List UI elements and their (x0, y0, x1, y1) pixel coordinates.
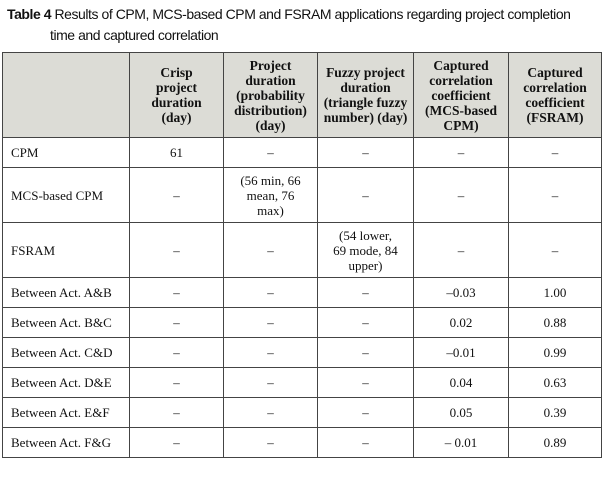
table-cell: – (223, 397, 318, 428)
table-cell: – (508, 137, 602, 168)
table-cell: – (129, 167, 224, 223)
row-label: Between Act. B&C (2, 307, 130, 338)
table-row: Between Act. E&F – – –0.05 0.39 (2, 397, 602, 428)
table-cell: 0.02 (413, 307, 509, 338)
table-cell: – (129, 427, 224, 458)
row-label: FSRAM (2, 222, 130, 278)
table-cell: 0.05 (413, 397, 509, 428)
table-cell: 0.89 (508, 427, 602, 458)
results-table: Crisp project duration (day) Project dur… (2, 52, 602, 458)
row-label: Between Act. C&D (2, 337, 130, 368)
table-cell: – (223, 337, 318, 368)
table-cell: – (223, 307, 318, 338)
table-row: Between Act. D&E – – –0.04 0.63 (2, 367, 602, 398)
table-cell: – (129, 337, 224, 368)
table-cell: – (129, 307, 224, 338)
table-row: MCS-based CPM – (56 min, 66 mean, 76 max) –… (2, 167, 602, 223)
caption-line-1: Table 4 Results of CPM, MCS-based CPM an… (7, 4, 602, 25)
row-label: Between Act. F&G (2, 427, 130, 458)
header-cell: Project duration (probability distributi… (223, 52, 318, 138)
header-cell: Captured correlation coefficient (FSRAM) (508, 52, 602, 138)
table-cell: 0.63 (508, 367, 602, 398)
table-cell: 0.39 (508, 397, 602, 428)
table-cell: 0.99 (508, 337, 602, 368)
table-cell: – 0.01 (413, 427, 509, 458)
table-cell: – (317, 307, 414, 338)
header-cell: Fuzzy project duration (triangle fuzzy n… (317, 52, 414, 138)
table-cell: – (129, 277, 224, 308)
caption-text: Results of CPM, MCS-based CPM and FSRAM … (54, 6, 571, 22)
table-cell: – (129, 367, 224, 398)
table-cell: – (129, 397, 224, 428)
table-row: Between Act. F&G – – – – 0.01 0.89 (2, 427, 602, 458)
table-cell: – (413, 222, 509, 278)
row-label: Between Act. E&F (2, 397, 130, 428)
header-row: Crisp project duration (day) Project dur… (2, 52, 602, 138)
table-cell: (56 min, 66 mean, 76 max) (223, 167, 318, 223)
table-row: CPM 61– – – – (2, 137, 602, 168)
table-cell: – (508, 222, 602, 278)
table-row: FSRAM – – (54 lower, 69 mode, 84 upper) – – (2, 222, 602, 278)
table-row: Between Act. B&C – – –0.02 0.88 (2, 307, 602, 338)
table-cell: – (317, 427, 414, 458)
table-cell: – (223, 222, 318, 278)
row-label: CPM (2, 137, 130, 168)
table-cell: (54 lower, 69 mode, 84 upper) (317, 222, 414, 278)
table-cell: –0.03 (413, 277, 509, 308)
table-cell: – (317, 277, 414, 308)
row-label: Between Act. D&E (2, 367, 130, 398)
table-cell: – (413, 137, 509, 168)
table-row: Between Act. C&D – – – –0.01 0.99 (2, 337, 602, 368)
table-cell: 61 (129, 137, 224, 168)
table-cell: 0.04 (413, 367, 509, 398)
table-cell: – (317, 137, 414, 168)
table-caption: Table 4 Results of CPM, MCS-based CPM an… (7, 4, 602, 48)
header-cell (2, 52, 130, 138)
header-cell: Crisp project duration (day) (129, 52, 224, 138)
table-label: Table 4 (7, 6, 52, 22)
caption-text-line2: time and captured correlation (50, 27, 219, 43)
table-cell: 0.88 (508, 307, 602, 338)
table-row: Between Act. A&B – – – –0.03 1.00 (2, 277, 602, 308)
table-cell: –0.01 (413, 337, 509, 368)
row-label: Between Act. A&B (2, 277, 130, 308)
table-cell: 1.00 (508, 277, 602, 308)
table-cell: – (223, 427, 318, 458)
table-cell: – (317, 337, 414, 368)
table-cell: – (223, 277, 318, 308)
table-cell: – (223, 137, 318, 168)
table-cell: – (508, 167, 602, 223)
row-label: MCS-based CPM (2, 167, 130, 223)
table-cell: – (317, 167, 414, 223)
table-cell: – (223, 367, 318, 398)
table-cell: – (129, 222, 224, 278)
table-cell: – (317, 397, 414, 428)
table-cell: – (413, 167, 509, 223)
table-cell: – (317, 367, 414, 398)
header-cell: Captured correlation coefficient (MCS-ba… (413, 52, 509, 138)
